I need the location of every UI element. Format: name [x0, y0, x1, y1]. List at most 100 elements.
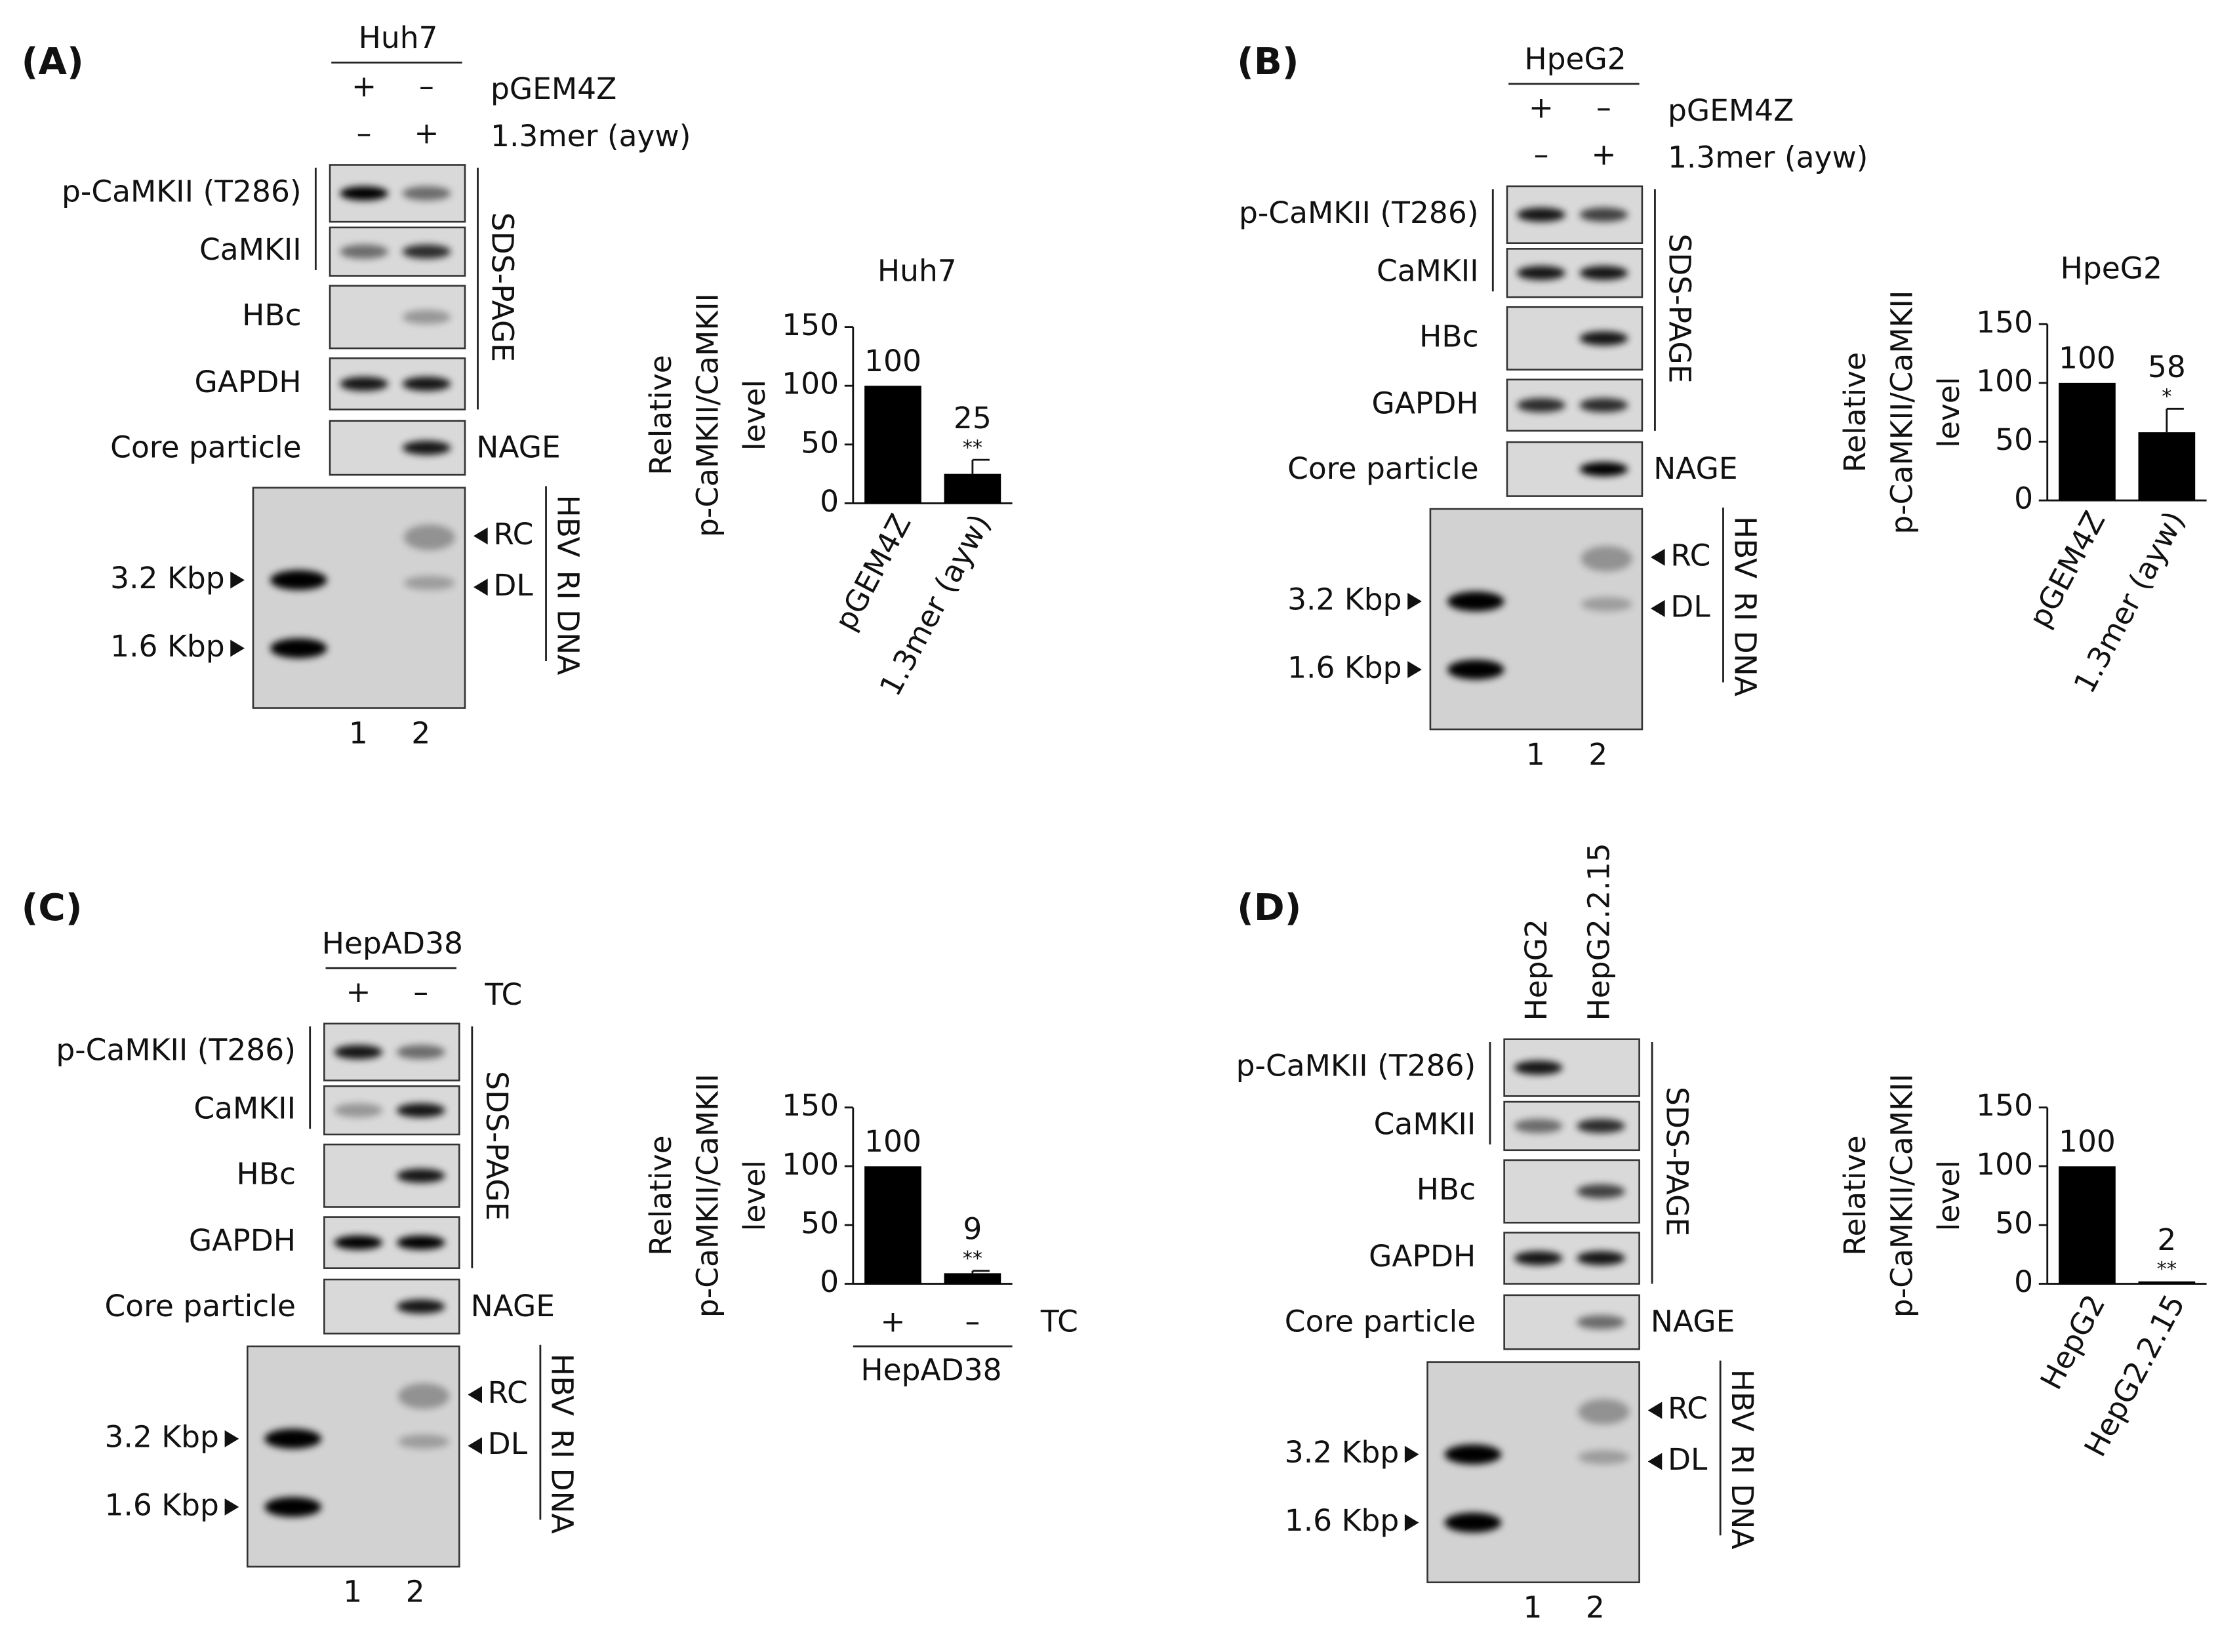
band: [1579, 462, 1628, 477]
arrowhead: [473, 578, 488, 596]
bar: [864, 386, 921, 504]
band: [403, 575, 455, 590]
band: [396, 1235, 445, 1250]
chart-title: HpeG2: [2061, 251, 2162, 285]
core-method: NAGE: [471, 1289, 555, 1323]
band: [1577, 1184, 1625, 1199]
dna-band: DL: [493, 568, 533, 603]
y-tick-label: 50: [801, 1205, 839, 1240]
bar: [2138, 1281, 2196, 1284]
dna-label: RI DNA: [550, 571, 585, 675]
arrowhead: [473, 527, 488, 545]
arrowhead: [468, 1386, 482, 1403]
band: [402, 310, 451, 325]
blot-label: CaMKII: [1377, 254, 1479, 289]
lane-number: 1: [349, 715, 368, 750]
blot-label: HBc: [1417, 1172, 1476, 1207]
arrowhead: [1404, 1514, 1419, 1531]
blot-label: p-CaMKII (T286): [1239, 195, 1479, 230]
y-tick-label: 100: [782, 1147, 839, 1182]
band: [1577, 1315, 1625, 1329]
y-tick-label: 50: [1995, 1205, 2033, 1240]
blot-method: SDS-PAGE: [1659, 1087, 1694, 1236]
arrowhead: [1407, 661, 1422, 679]
lane-name: HepG2: [1519, 919, 1554, 1020]
bar: [2138, 432, 2196, 501]
lane-number: 1: [343, 1575, 362, 1609]
lane-number: 2: [1588, 737, 1607, 772]
band: [1579, 266, 1628, 281]
significance: **: [2157, 1258, 2177, 1281]
blot-method: SDS-PAGE: [1663, 233, 1697, 383]
dna-band: RC: [493, 517, 533, 552]
value-label: 100: [2059, 341, 2116, 376]
arrowhead: [224, 1430, 239, 1447]
condition-name: TC: [484, 977, 522, 1012]
y-tick-label: 150: [782, 1088, 839, 1123]
bar: [2059, 1166, 2116, 1284]
panel-label: (B): [1237, 41, 1299, 83]
dna-label: HBV: [550, 494, 585, 557]
value-label: 100: [864, 1124, 921, 1159]
band: [396, 1103, 445, 1118]
y-tick-label: 150: [1976, 305, 2033, 340]
band: [1517, 207, 1565, 222]
blot: [1506, 306, 1643, 371]
condition-sign: +: [346, 975, 371, 1009]
size-marker: 1.6 Kbp: [1285, 1503, 1399, 1538]
cell-line: HepAD38: [322, 926, 463, 961]
condition-sign: +: [1529, 90, 1554, 125]
band: [1517, 266, 1565, 281]
blot-label: GAPDH: [189, 1223, 296, 1258]
lane-number: 2: [406, 1575, 425, 1609]
x-tick-label: HepG2: [2034, 1289, 2112, 1395]
dna-blot: [1429, 508, 1643, 731]
y-tick-label: 100: [782, 367, 839, 401]
blot-label: HBc: [1419, 319, 1478, 353]
blot-method: SDS-PAGE: [485, 212, 520, 362]
core-method: NAGE: [476, 430, 560, 465]
significance: **: [963, 436, 982, 459]
cell-line: HpeG2: [1524, 42, 1626, 77]
y-axis-label: p-CaMKII/CaMKII: [690, 293, 725, 537]
x-tick-label: pGEM4Z: [2022, 506, 2112, 634]
dna-blot: [1426, 1361, 1640, 1584]
blot-label: p-CaMKII (T286): [56, 1033, 296, 1068]
y-axis-label: level: [737, 1160, 772, 1231]
x-tick-label: pGEM4Z: [828, 508, 917, 636]
y-tick-label: 0: [2014, 481, 2033, 516]
band: [340, 186, 388, 201]
bar: [2059, 382, 2116, 501]
category-group: HepAD38: [860, 1352, 1001, 1387]
bar: [944, 473, 1001, 504]
blot-label: GAPDH: [1369, 1239, 1476, 1274]
y-tick-label: 50: [801, 425, 839, 460]
band: [334, 1103, 383, 1118]
size-marker: 1.6 Kbp: [104, 1487, 218, 1522]
dna-label: HBV: [1727, 516, 1762, 578]
arrowhead: [1407, 592, 1422, 610]
y-axis-label: level: [1931, 377, 1966, 448]
condition-sign: –: [1596, 90, 1611, 125]
panel-label: (D): [1237, 887, 1301, 929]
arrowhead: [230, 639, 245, 657]
blot-label: CaMKII: [193, 1091, 296, 1126]
band: [334, 1235, 383, 1250]
arrowhead: [468, 1437, 482, 1455]
y-tick-label: 100: [1976, 1147, 2033, 1182]
dna-band: DL: [488, 1426, 528, 1461]
y-axis-label: Relative: [1838, 352, 1872, 473]
band: [1514, 1119, 1563, 1133]
dna-label: RI DNA: [1725, 1445, 1760, 1550]
arrowhead: [1650, 599, 1665, 617]
dna-band: DL: [1670, 589, 1710, 624]
panel-label: (A): [22, 41, 84, 83]
band: [1514, 1251, 1563, 1266]
band: [398, 1383, 450, 1409]
blot-label: Core particle: [1287, 451, 1478, 486]
size-marker: 3.2 Kbp: [110, 561, 224, 595]
lane-number: 2: [1586, 1590, 1605, 1624]
band: [402, 244, 451, 259]
cell-line: Huh7: [359, 20, 438, 55]
